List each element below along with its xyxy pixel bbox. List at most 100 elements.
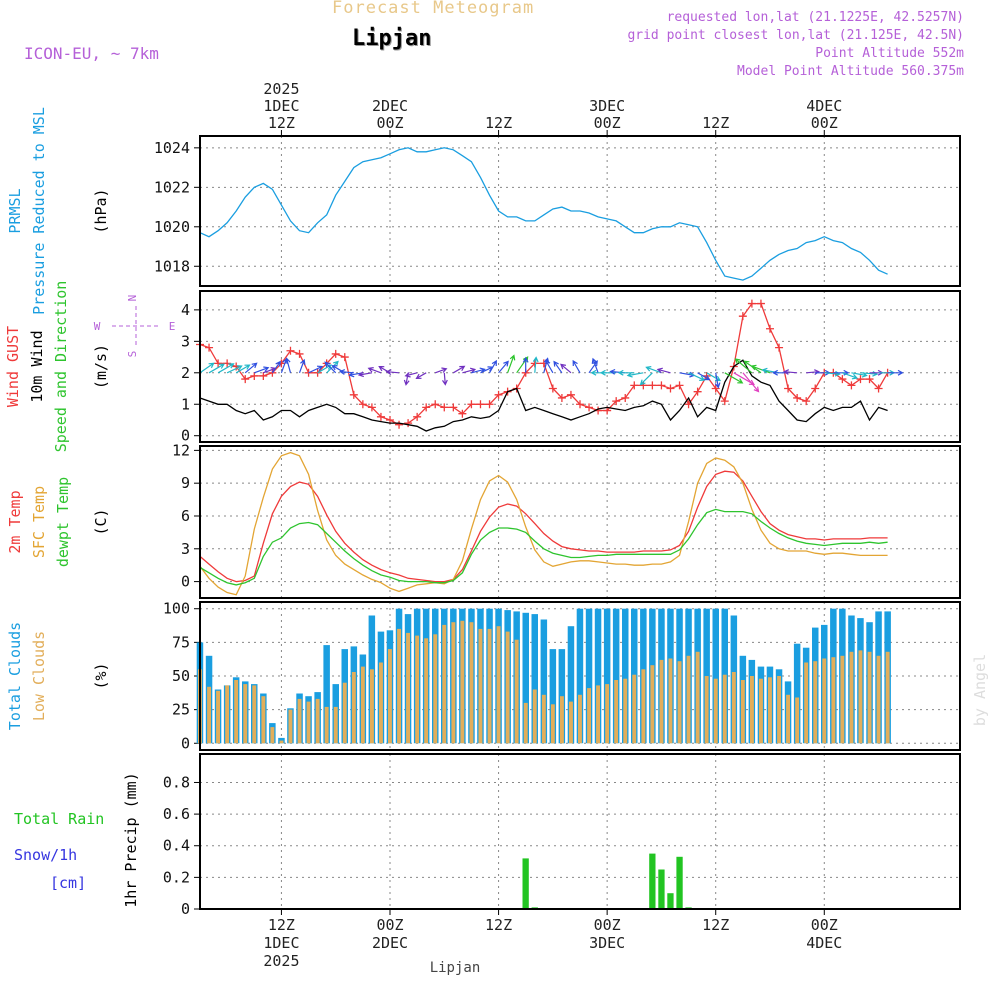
panel-frame [199,445,961,599]
legend-total-rain: Total Rain [14,810,104,828]
gust-marker [467,400,476,409]
gust-marker [666,384,675,393]
wind-arrow [656,367,671,374]
bar-secondary [216,690,220,744]
bar-secondary [306,701,311,744]
wind-arrow [599,369,617,376]
wind-arrow [724,372,744,384]
bottom-time-label: 4DEC [806,934,842,952]
bar-secondary [795,697,800,744]
panel-frame [199,290,961,443]
bottom-time-label: 12Z [702,916,729,934]
bar-secondary [523,702,528,744]
bar-secondary [288,709,293,744]
wind-arrow [452,365,466,374]
bar-secondary [487,628,492,744]
gust-marker [621,393,630,402]
bar-secondary [587,688,591,744]
gust-marker [395,420,404,429]
wind-arrow [498,360,509,374]
point-altitude: Point Altitude 552m [815,46,964,61]
bar-primary [323,645,330,744]
wind-arrow [688,372,706,381]
wind-arrow [442,372,448,386]
top-time-label: 00Z [811,114,838,132]
bar-secondary [541,694,546,744]
bar-primary [603,608,611,744]
wind-arrow [326,360,339,374]
gust-marker [214,359,223,368]
panel-4: 0 0.2 0.4 0.6 0.8 Total Rain Snow/1h [cm] 1hr Pr… [14,753,961,918]
panel-label: SFC Temp [30,486,48,558]
panel-label: (hPa) [92,188,110,233]
gust-marker [847,381,856,390]
location-name: Lipjan [352,26,432,51]
bar-secondary [550,704,555,744]
bar-secondary [370,669,374,744]
gust-marker [304,368,313,377]
y-tick-label: 0.2 [163,868,190,886]
y-tick-label: 1022 [154,178,190,196]
bar-secondary [650,665,655,744]
wind-arrow [842,372,859,380]
bar-secondary [740,680,745,744]
wind-arrow [357,371,373,378]
gust-marker [802,397,811,406]
bar-primary [540,619,548,744]
gust-marker [358,400,367,409]
bar-primary [522,858,529,909]
bar-secondary [225,685,230,744]
bar-secondary [695,651,700,744]
top-time-label: 12Z [702,114,729,132]
gust-marker [648,381,657,390]
gust-marker [793,393,802,402]
gust-marker [431,400,440,409]
y-tick-label: 1 [181,395,190,413]
wind-arrow [572,359,581,374]
panel-label: (C) [92,508,110,535]
bar-secondary [777,676,781,744]
compass-s: S [126,351,139,358]
bar-secondary [397,628,401,744]
wind-arrow [488,359,497,374]
compass-w: W [94,320,101,333]
bar-secondary [505,631,510,744]
wind-arrow [462,367,477,374]
panel-label: Total Clouds [6,622,24,730]
gust-marker [295,349,304,358]
gust-marker [494,390,503,399]
bar-primary [676,856,683,909]
bar-secondary [578,694,582,744]
wind-arrow [217,363,235,374]
bar-secondary [858,650,863,744]
bar-primary [622,608,629,744]
y-tick-label: 1024 [154,139,190,157]
y-tick-label: 2 [181,364,190,382]
y-tick-label: 25 [172,701,190,719]
y-tick-label: 0.4 [163,837,190,855]
y-tick-label: 50 [172,667,190,685]
gust-marker [340,353,349,362]
panel-label: Speed and Direction [52,281,70,453]
wind-arrow [887,369,904,376]
bar-primary [549,649,557,744]
gust-marker [250,371,259,380]
gust-marker [349,390,358,399]
gust-marker [376,412,385,421]
bar-secondary [252,685,257,744]
wind-arrow [208,363,225,374]
bar-secondary [532,689,537,744]
gust-marker [585,403,594,412]
bar-secondary [704,676,709,744]
bar-secondary [867,651,872,744]
wind-arrow [806,369,821,375]
gust-marker [367,403,376,412]
bar-primary [612,608,620,744]
wind-arrow [545,359,554,374]
gust-marker [766,324,774,333]
gust-marker [458,409,467,418]
gust-marker [747,299,756,308]
bar-secondary [641,669,646,744]
